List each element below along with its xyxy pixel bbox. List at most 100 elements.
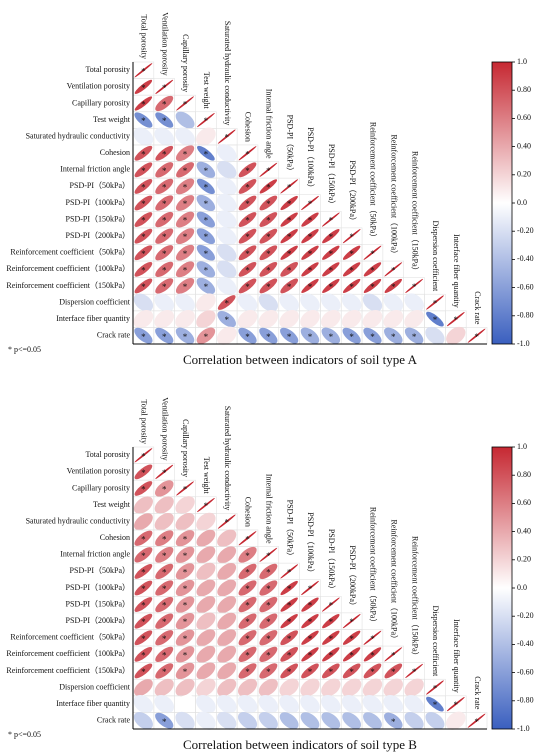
corr-ellipse	[196, 694, 216, 714]
corr-ellipse	[175, 178, 195, 195]
row-label: Cohesion	[100, 533, 130, 542]
significance-star: *	[349, 650, 354, 660]
corr-ellipse	[155, 327, 174, 344]
significance-star: *	[183, 282, 188, 292]
corr-ellipse	[259, 580, 278, 596]
significance-star: *	[141, 551, 146, 561]
column-label: Reinforcement coefficient（100kPa）	[389, 134, 398, 258]
significance-star: *	[141, 100, 146, 110]
column-label: Cohesion	[244, 112, 253, 142]
row-label: PSD-PI（150kPa）	[66, 214, 130, 223]
corr-ellipse	[155, 596, 174, 613]
colorbar-tick-label: 0.0	[517, 198, 527, 207]
significance-star: *	[266, 265, 271, 275]
corr-ellipse	[196, 228, 216, 245]
corr-ellipse	[196, 645, 216, 663]
chart-note: * p<=0.05	[8, 345, 41, 354]
significance-star: *	[433, 700, 438, 710]
corr-ellipse	[238, 179, 257, 194]
corr-ellipse	[301, 278, 319, 294]
significance-star: *	[474, 717, 479, 727]
corr-ellipse	[404, 309, 424, 329]
corr-ellipse	[301, 195, 319, 211]
significance-star: *	[266, 567, 271, 577]
corr-ellipse	[175, 211, 195, 228]
corr-ellipse	[363, 278, 382, 294]
corr-ellipse	[216, 694, 237, 714]
corr-ellipse	[175, 579, 195, 597]
corr-ellipse	[301, 597, 319, 612]
corr-ellipse	[280, 179, 299, 194]
corr-ellipse	[175, 228, 195, 245]
row-label: Interface fiber quantity	[56, 699, 130, 708]
corr-ellipse	[134, 580, 153, 596]
row-label: Reinforcement coefficient（150kPa）	[6, 281, 130, 290]
chart-title: Correlation between indicators of soil t…	[183, 352, 418, 367]
corr-ellipse	[446, 326, 466, 345]
corr-ellipse	[175, 613, 195, 630]
corr-ellipse	[258, 309, 279, 329]
significance-star: *	[141, 249, 146, 259]
row-label: Ventilation porosity	[67, 82, 130, 91]
significance-star: *	[287, 249, 292, 259]
significance-star: *	[183, 232, 188, 242]
significance-star: *	[308, 282, 313, 292]
significance-star: *	[349, 249, 354, 259]
colorbar-tick-label: 0.0	[517, 583, 527, 592]
corr-ellipse	[237, 309, 258, 329]
significance-star: *	[329, 232, 334, 242]
column-label: Reinforcement coefficient（50kPa）	[369, 122, 378, 242]
corr-ellipse	[217, 243, 237, 262]
corr-ellipse	[196, 562, 216, 581]
corr-ellipse	[301, 580, 319, 596]
significance-star: *	[287, 667, 292, 677]
corr-ellipse	[426, 696, 444, 712]
corr-ellipse	[238, 563, 257, 580]
corr-ellipse	[342, 712, 362, 730]
corr-ellipse	[155, 278, 174, 294]
column-label: Reinforcement coefficient（150kPa）	[410, 151, 419, 275]
corr-ellipse	[280, 646, 299, 662]
significance-star: *	[162, 634, 167, 644]
corr-ellipse	[405, 278, 424, 294]
column-label: Dispersion coefficient	[431, 606, 440, 677]
corr-ellipse	[342, 327, 361, 344]
column-label: Interface fiber quantity	[452, 234, 461, 308]
corr-ellipse	[341, 694, 362, 714]
column-label: Capillary porosity	[181, 419, 190, 477]
corr-ellipse	[134, 245, 153, 261]
column-label: Interface fiber quantity	[452, 619, 461, 693]
significance-star: *	[454, 700, 459, 710]
corr-ellipse	[155, 580, 174, 596]
corr-ellipse	[341, 309, 362, 329]
corr-ellipse	[258, 694, 279, 714]
significance-star: *	[329, 634, 334, 644]
corr-ellipse	[154, 496, 174, 514]
corr-ellipse	[217, 711, 237, 730]
significance-star: *	[183, 534, 188, 544]
significance-star: *	[412, 332, 417, 342]
significance-star: *	[204, 265, 209, 275]
significance-star: *	[287, 332, 292, 342]
corr-ellipse	[280, 212, 298, 227]
corr-ellipse	[301, 229, 319, 244]
corr-ellipse	[134, 145, 153, 161]
significance-star: *	[141, 584, 146, 594]
significance-star: *	[329, 617, 334, 627]
significance-star: *	[329, 650, 334, 660]
row-label: Reinforcement coefficient（50kPa）	[10, 248, 130, 257]
significance-star: *	[266, 634, 271, 644]
colorbar-tick-label: -0.40	[517, 254, 534, 263]
row-label: PSD-PI（100kPa）	[66, 583, 130, 592]
significance-star: *	[308, 249, 313, 259]
significance-star: *	[141, 534, 146, 544]
significance-star: *	[433, 315, 438, 325]
corr-ellipse	[175, 111, 195, 129]
corr-ellipse	[196, 497, 215, 513]
corr-ellipse	[280, 614, 298, 629]
corr-ellipse	[279, 309, 299, 329]
corr-ellipse	[280, 327, 299, 344]
corr-ellipse	[280, 597, 298, 612]
corr-ellipse	[259, 596, 278, 613]
colorbar-tick-label: 0.20	[517, 170, 531, 179]
